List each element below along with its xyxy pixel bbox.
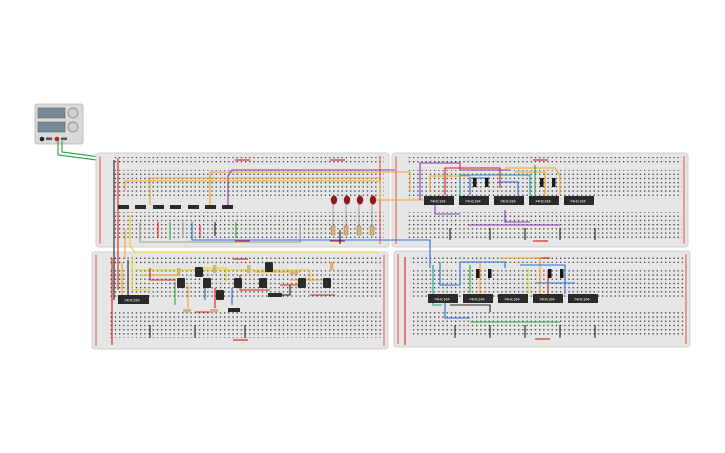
voltage-knob[interactable] bbox=[67, 107, 79, 119]
shift-register-chip[interactable]: 74HC164 bbox=[533, 294, 563, 303]
shift-register-chip[interactable]: 74HC164 bbox=[568, 294, 598, 303]
svg-text:74HC164: 74HC164 bbox=[500, 200, 516, 204]
svg-text:74HC164: 74HC164 bbox=[430, 200, 446, 204]
transistor[interactable] bbox=[203, 278, 211, 288]
svg-text:74HC164: 74HC164 bbox=[539, 298, 555, 302]
chips-bottom-right: 74HC164 74HC164 74HC164 74HC164 74HC164 bbox=[428, 269, 598, 303]
wires-bottom-left bbox=[111, 252, 335, 345]
diode-row bbox=[118, 205, 233, 209]
current-knob[interactable] bbox=[67, 121, 79, 133]
transistor[interactable] bbox=[234, 278, 242, 288]
svg-text:74HC164: 74HC164 bbox=[124, 299, 140, 303]
led[interactable] bbox=[369, 195, 377, 229]
shift-register-chip[interactable]: 74HC164 bbox=[463, 294, 493, 303]
shift-register-chip[interactable]: 74HC164 bbox=[494, 196, 524, 205]
power-supply[interactable] bbox=[34, 103, 84, 145]
current-display bbox=[37, 121, 66, 133]
shift-register-chip[interactable]: 74HC164 bbox=[498, 294, 528, 303]
svg-text:74HC164: 74HC164 bbox=[570, 200, 586, 204]
resistor[interactable] bbox=[330, 225, 336, 236]
led[interactable] bbox=[343, 195, 351, 229]
led[interactable] bbox=[356, 195, 364, 229]
transistor[interactable] bbox=[195, 267, 203, 277]
shift-register-chip[interactable]: 74HC164 bbox=[459, 196, 489, 205]
shift-register-chip[interactable]: 74HC164 bbox=[424, 196, 454, 205]
resistor[interactable] bbox=[369, 225, 375, 236]
svg-text:74HC164: 74HC164 bbox=[469, 298, 485, 302]
transistor[interactable] bbox=[259, 278, 267, 288]
negative-terminal[interactable] bbox=[39, 136, 45, 142]
transistors-bottom-left: 74HC164 bbox=[118, 262, 334, 313]
shift-register-chip[interactable]: 74HC164 bbox=[564, 196, 594, 205]
chips-top-right: 74HC164 74HC164 74HC164 74HC164 74HC164 bbox=[424, 178, 594, 205]
transistor[interactable] bbox=[265, 262, 273, 272]
breadboard-top-left bbox=[95, 152, 390, 248]
led[interactable] bbox=[330, 195, 338, 229]
leds-group bbox=[330, 195, 377, 236]
shift-register-chip[interactable]: 74HC164 bbox=[118, 295, 149, 304]
svg-text:74HC164: 74HC164 bbox=[434, 298, 450, 302]
shift-register-chip[interactable]: 74HC164 bbox=[428, 294, 458, 303]
wires-top-left bbox=[113, 158, 431, 300]
wires-top-right bbox=[419, 162, 596, 240]
svg-text:74HC164: 74HC164 bbox=[574, 298, 590, 302]
breadboard-bottom-left bbox=[91, 251, 389, 350]
voltage-display bbox=[37, 107, 66, 119]
shift-register-chip[interactable]: 74HC164 bbox=[529, 196, 559, 205]
svg-text:74HC164: 74HC164 bbox=[504, 298, 520, 302]
resistor[interactable] bbox=[343, 225, 349, 236]
svg-text:74HC164: 74HC164 bbox=[465, 200, 481, 204]
transistor[interactable] bbox=[216, 290, 224, 300]
resistor[interactable] bbox=[356, 225, 362, 236]
positive-terminal[interactable] bbox=[54, 136, 60, 142]
svg-text:74HC164: 74HC164 bbox=[535, 200, 551, 204]
transistor[interactable] bbox=[298, 278, 306, 288]
wires-bottom-right bbox=[404, 257, 596, 345]
transistor[interactable] bbox=[177, 278, 185, 288]
transistor[interactable] bbox=[323, 278, 331, 288]
